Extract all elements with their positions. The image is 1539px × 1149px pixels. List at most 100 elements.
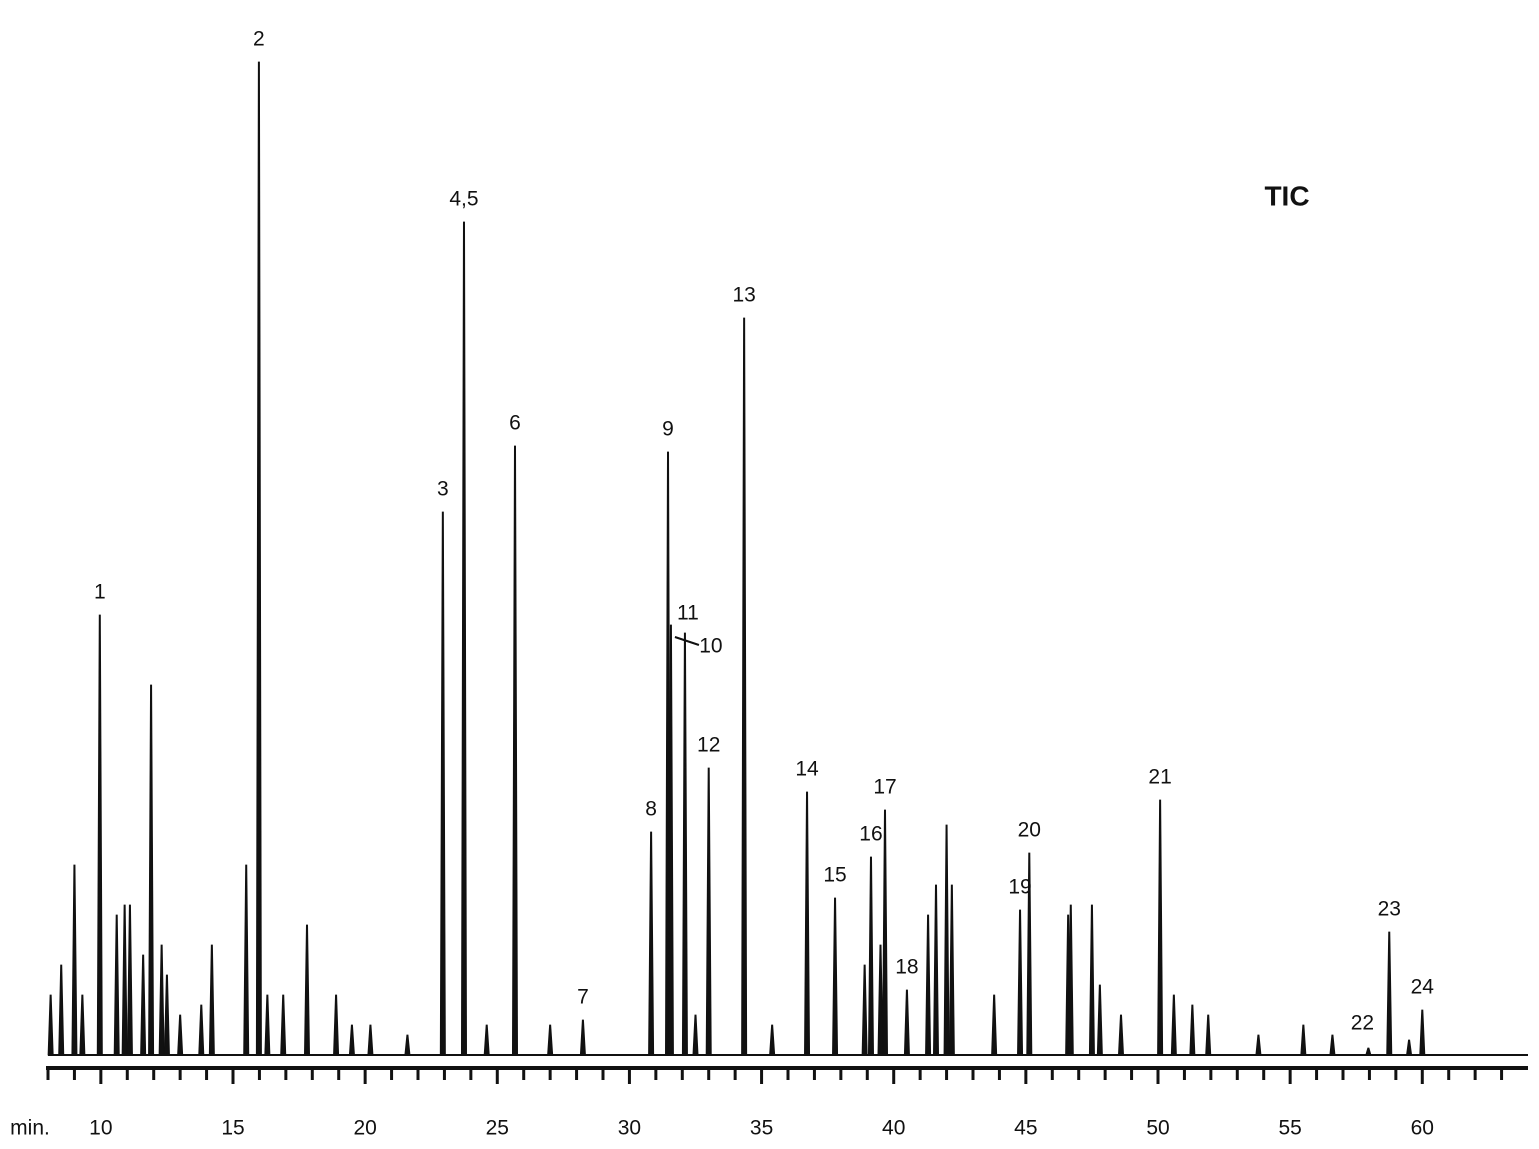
peak	[903, 989, 910, 1056]
leader-line	[674, 636, 700, 646]
peak	[1096, 984, 1103, 1056]
peak-label: 4,5	[449, 188, 478, 211]
peak	[404, 1034, 411, 1056]
x-tick-label: 40	[882, 1117, 905, 1140]
peak	[1157, 799, 1164, 1056]
peak	[832, 897, 839, 1056]
peak	[163, 974, 170, 1056]
peak	[1365, 1047, 1372, 1056]
peak	[1255, 1034, 1262, 1056]
x-tick-label: 20	[353, 1117, 376, 1140]
peak	[861, 964, 868, 1056]
peak	[1189, 1004, 1196, 1056]
peak	[47, 994, 54, 1056]
peak-label: 16	[859, 823, 882, 846]
peak	[96, 614, 103, 1056]
x-tick-label: 10	[89, 1117, 112, 1140]
peak-label: 17	[873, 776, 896, 799]
peak-label: 22	[1351, 1012, 1374, 1035]
peak	[121, 904, 128, 1056]
peak-label: 6	[509, 412, 521, 435]
peak	[1117, 1014, 1125, 1056]
peak	[79, 994, 86, 1056]
peak	[280, 994, 287, 1056]
peak	[769, 1024, 776, 1056]
peak-label: 23	[1378, 898, 1401, 921]
peak	[681, 632, 688, 1056]
peak	[303, 924, 311, 1056]
x-tick-label: 45	[1014, 1117, 1037, 1140]
peak	[1017, 909, 1024, 1056]
peak	[667, 624, 674, 1056]
peak-label: 21	[1148, 766, 1171, 789]
peak	[367, 1024, 374, 1056]
peak	[1026, 852, 1033, 1056]
peak	[648, 831, 655, 1056]
peak	[867, 856, 874, 1056]
peak	[71, 864, 78, 1056]
x-tick-label: 50	[1146, 1117, 1169, 1140]
peak	[1205, 1014, 1212, 1056]
peak	[1419, 1009, 1426, 1056]
peak-label: 9	[662, 418, 674, 441]
peak-label: 10	[699, 635, 722, 658]
x-tick-label: 15	[221, 1117, 244, 1140]
peak	[705, 767, 712, 1056]
peak	[348, 1024, 355, 1056]
peak	[1170, 994, 1177, 1056]
peak-label: 13	[732, 284, 755, 307]
annotation: TIC	[1264, 180, 1309, 211]
peak	[1329, 1034, 1336, 1056]
peak	[948, 884, 955, 1056]
peak	[511, 445, 518, 1056]
peak-label: 12	[697, 734, 720, 757]
peak-label: 1	[94, 581, 106, 604]
peak	[1088, 904, 1095, 1056]
x-tick-label: 25	[486, 1117, 509, 1140]
peak-label: 11	[677, 602, 699, 625]
x-tick-label: 55	[1278, 1117, 1301, 1140]
x-tick-label: 60	[1411, 1117, 1434, 1140]
peak-label: 14	[795, 758, 819, 781]
peak-label: 24	[1411, 976, 1435, 999]
x-tick-label: 35	[750, 1117, 773, 1140]
peak-label: 19	[1008, 876, 1031, 899]
peak	[208, 944, 215, 1056]
peak	[1067, 904, 1074, 1056]
peak	[439, 511, 446, 1056]
peak	[264, 994, 271, 1056]
peak	[932, 884, 940, 1056]
peak	[547, 1024, 554, 1056]
peak-label: 2	[253, 28, 265, 51]
peak	[243, 864, 250, 1056]
peak	[126, 904, 133, 1056]
peak	[140, 954, 147, 1056]
peak-label: 7	[577, 986, 589, 1009]
peak-label: 20	[1018, 819, 1041, 842]
peak	[255, 61, 262, 1056]
x-axis-label: min.	[10, 1117, 50, 1140]
peak	[943, 824, 950, 1056]
peak-label: 15	[823, 864, 846, 887]
peak	[158, 944, 165, 1056]
peak	[198, 1004, 205, 1056]
x-tick-label: 30	[618, 1117, 641, 1140]
peak	[483, 1024, 490, 1056]
peak	[1386, 931, 1393, 1056]
peak	[1300, 1024, 1307, 1056]
peak	[877, 944, 884, 1056]
peak	[177, 1014, 184, 1056]
peak	[1406, 1039, 1413, 1056]
peak	[460, 221, 467, 1056]
peak-label: 8	[645, 798, 657, 821]
peak	[804, 791, 811, 1056]
peak	[991, 994, 998, 1056]
peak	[579, 1019, 586, 1056]
peak	[925, 914, 932, 1056]
peak	[58, 964, 65, 1056]
peak	[148, 684, 155, 1056]
peak	[692, 1014, 699, 1056]
peak-label: 3	[437, 478, 449, 501]
